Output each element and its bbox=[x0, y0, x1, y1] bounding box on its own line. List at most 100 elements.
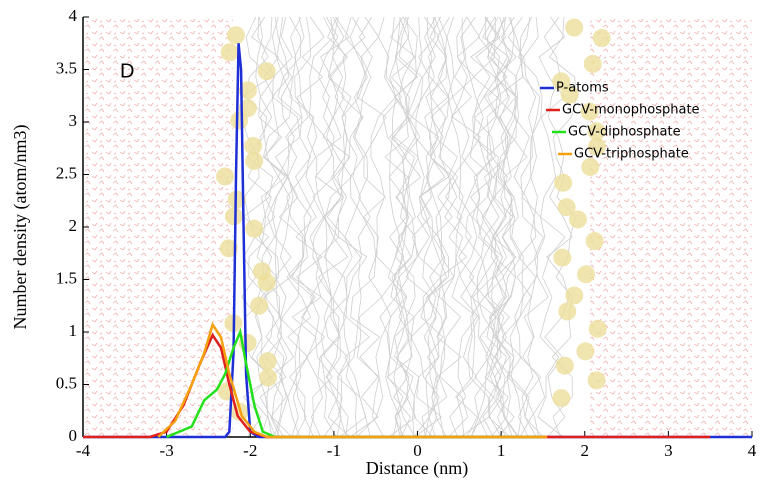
x-tick-label: -2 bbox=[243, 441, 257, 460]
y-tick-label: 1.5 bbox=[56, 268, 77, 287]
x-tick-label: -1 bbox=[327, 441, 341, 460]
head-group bbox=[226, 26, 245, 45]
head-group bbox=[230, 111, 249, 130]
lipid-tail bbox=[411, 16, 443, 438]
lipid-tail bbox=[336, 16, 367, 438]
head-group bbox=[250, 296, 269, 315]
lipid-tail bbox=[470, 16, 500, 438]
lipid-tail bbox=[449, 16, 478, 438]
lipid-tail bbox=[507, 16, 537, 438]
legend-label: GCV-monophosphate bbox=[562, 103, 700, 118]
lipid-tail bbox=[287, 16, 314, 438]
x-tick-label: 4 bbox=[748, 441, 757, 460]
lipid-tail bbox=[386, 16, 407, 438]
lipid-tail bbox=[393, 16, 423, 438]
x-tick-label: -4 bbox=[76, 441, 91, 460]
lipid-tail bbox=[317, 16, 349, 438]
lipid-tail bbox=[349, 16, 381, 438]
lipid-tail bbox=[312, 16, 341, 438]
head-group bbox=[576, 342, 595, 361]
head-group bbox=[257, 62, 276, 81]
head-group bbox=[245, 151, 264, 170]
lipid-tail bbox=[514, 16, 543, 438]
lipid-tail bbox=[337, 16, 368, 438]
head-group bbox=[245, 219, 264, 238]
head-group bbox=[219, 239, 238, 258]
lipid-tail bbox=[389, 16, 418, 438]
lipid-tail bbox=[434, 16, 464, 438]
x-axis-label: Distance (nm) bbox=[366, 458, 468, 479]
lipid-tail bbox=[488, 16, 518, 438]
lipid-tail bbox=[473, 16, 504, 438]
legend-label: P-atoms bbox=[556, 81, 609, 96]
lipid-tail bbox=[500, 16, 529, 438]
head-group bbox=[592, 29, 611, 48]
head-group bbox=[552, 72, 571, 91]
head-group bbox=[220, 43, 239, 62]
head-group bbox=[577, 265, 596, 284]
lipid-tail bbox=[438, 16, 469, 438]
head-group bbox=[560, 85, 579, 104]
head-group bbox=[552, 389, 571, 408]
lipid-tail bbox=[495, 16, 516, 438]
lipid-tail bbox=[404, 16, 434, 438]
lipid-tail bbox=[418, 16, 450, 438]
head-group bbox=[216, 167, 235, 186]
y-tick-label: 2 bbox=[69, 216, 78, 235]
lipid-tail bbox=[356, 16, 387, 438]
head-group bbox=[257, 273, 276, 292]
head-group bbox=[588, 319, 607, 338]
head-group bbox=[568, 210, 587, 229]
lipid-tail bbox=[484, 16, 513, 438]
lipid-tail bbox=[384, 16, 415, 438]
lipid-tail bbox=[272, 16, 301, 438]
head-group bbox=[587, 371, 606, 390]
head-group bbox=[554, 173, 573, 192]
head-group bbox=[238, 81, 257, 100]
head-group bbox=[585, 232, 604, 251]
lipid-tail bbox=[326, 16, 353, 438]
head-group bbox=[557, 198, 576, 217]
x-tick-label: 2 bbox=[581, 441, 590, 460]
lipid-tail bbox=[320, 16, 351, 438]
y-tick-label: 0.5 bbox=[56, 373, 77, 392]
lipid-tail bbox=[418, 16, 449, 438]
y-tick-label: 3.5 bbox=[56, 58, 77, 77]
head-group bbox=[583, 54, 602, 73]
lipid-tail bbox=[451, 16, 481, 438]
membrane-background bbox=[83, 16, 752, 438]
lipid-tail bbox=[322, 16, 352, 438]
lipid-tail bbox=[451, 16, 481, 438]
head-group bbox=[581, 157, 600, 176]
y-axis-label: Number density (atom/nm3) bbox=[10, 125, 31, 330]
head-group bbox=[553, 248, 572, 267]
head-group bbox=[565, 286, 584, 305]
lipid-tail bbox=[270, 16, 295, 438]
lipid-tail bbox=[388, 16, 417, 438]
lipid-tail bbox=[276, 16, 304, 438]
lipid-tail bbox=[425, 16, 455, 438]
lipid-tail bbox=[460, 16, 490, 438]
head-group bbox=[259, 368, 278, 387]
lipid-tail bbox=[490, 16, 519, 438]
head-group bbox=[587, 122, 606, 141]
lipid-tail bbox=[480, 16, 511, 438]
head-group bbox=[244, 136, 263, 155]
legend-label: GCV-diphosphate bbox=[568, 125, 681, 140]
y-tick-label: 2.5 bbox=[56, 163, 77, 182]
panel-label: D bbox=[120, 60, 134, 82]
lipid-tail bbox=[286, 16, 317, 438]
lipid-tail bbox=[470, 16, 501, 438]
x-tick-label: 0 bbox=[413, 441, 422, 460]
head-group bbox=[258, 352, 277, 371]
lipid-tail bbox=[516, 16, 546, 438]
lipid-tail bbox=[370, 16, 397, 438]
lipid-tail bbox=[379, 16, 409, 438]
water-left bbox=[83, 17, 233, 437]
y-tick-label: 1 bbox=[69, 321, 78, 340]
legend-label: GCV-triphosphate bbox=[574, 147, 689, 162]
head-group bbox=[555, 356, 574, 375]
series-line bbox=[157, 321, 548, 439]
lipid-tail bbox=[295, 16, 326, 438]
